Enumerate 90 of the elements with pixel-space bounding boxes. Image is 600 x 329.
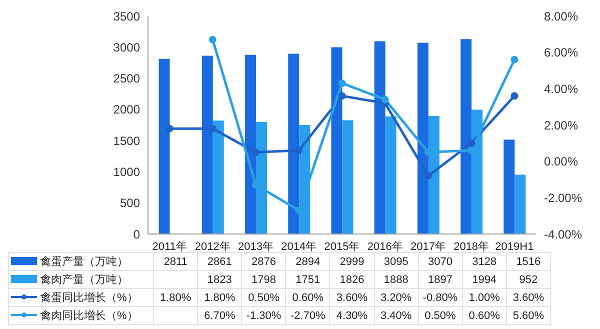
- data-label: 1888: [374, 270, 418, 288]
- bar: [288, 54, 300, 234]
- data-label: 1751: [286, 270, 330, 288]
- point: [252, 181, 260, 189]
- data-label: 3.60%: [330, 288, 374, 306]
- data-label: 2861: [198, 252, 242, 270]
- point: [424, 172, 432, 180]
- x-tick-label: 2013年: [238, 240, 274, 253]
- y2-tick-label: -4.00%: [544, 227, 582, 242]
- y-tick-label: 2500: [113, 72, 140, 86]
- x-tick-label: 2011年: [152, 240, 187, 253]
- bar: [331, 47, 342, 234]
- bar: [514, 174, 526, 234]
- data-label: 3128: [462, 252, 506, 270]
- bar: [342, 120, 354, 234]
- x-tick-label: 2014年: [281, 240, 317, 253]
- bar: [245, 54, 256, 234]
- data-label: 3.60%: [506, 288, 550, 306]
- data-label: 3.20%: [374, 288, 418, 306]
- y2-tick-label: -2.00%: [544, 190, 582, 205]
- data-label: 3.40%: [374, 306, 418, 324]
- point: [424, 148, 432, 156]
- data-label: 2811: [154, 252, 198, 270]
- data-label: 3095: [374, 252, 418, 270]
- data-label: 952: [506, 270, 550, 288]
- point: [510, 56, 518, 64]
- data-label: 0.60%: [286, 288, 330, 306]
- point: [208, 124, 216, 132]
- data-label: -1.30%: [242, 306, 286, 324]
- point: [338, 79, 346, 87]
- data-label: 1798: [242, 270, 286, 288]
- legend-label: 禽蛋产量（万吨）: [40, 256, 128, 268]
- data-label: 1823: [198, 270, 242, 288]
- y-tick-label: 1000: [113, 164, 140, 179]
- data-label: 1826: [330, 270, 374, 288]
- data-label: 0.50%: [242, 288, 286, 306]
- y-tick-label: 500: [120, 196, 140, 210]
- data-label: 5.60%: [506, 306, 550, 324]
- data-label: 3070: [418, 252, 462, 270]
- y2-tick-label: 0.00%: [544, 154, 578, 169]
- point: [295, 206, 303, 214]
- legend-label: 禽肉同比增长（%）: [40, 310, 138, 322]
- point: [208, 36, 216, 44]
- data-label: 1897: [418, 270, 462, 288]
- point: [468, 139, 476, 147]
- point: [338, 92, 346, 100]
- data-label: 1.00%: [462, 288, 506, 306]
- data-label: 2999: [330, 252, 374, 270]
- legend-label: 禽蛋同比增长（%）: [40, 292, 138, 304]
- bar: [158, 58, 170, 234]
- data-label: -2.70%: [286, 306, 330, 324]
- bar: [202, 56, 213, 234]
- data-label: 4.30%: [330, 306, 374, 324]
- bar: [460, 39, 472, 234]
- point: [468, 146, 476, 154]
- y-tick-label: 2000: [113, 102, 140, 117]
- point: [252, 148, 260, 156]
- legend-label: 禽肉产量（万吨）: [40, 274, 128, 286]
- y-tick-label: 1500: [113, 134, 140, 148]
- point: [166, 124, 174, 132]
- data-label: 2876: [242, 252, 286, 270]
- data-label: 6.70%: [198, 306, 242, 324]
- data-label: 1.80%: [198, 288, 242, 306]
- data-label: 1.80%: [154, 288, 198, 306]
- data-label: 0.60%: [462, 306, 506, 324]
- data-label: 1516: [506, 252, 550, 270]
- y2-tick-label: 4.00%: [544, 82, 578, 96]
- y2-tick-label: 8.00%: [544, 9, 578, 24]
- y-tick-label: 3500: [113, 9, 140, 24]
- x-tick-label: 2012年: [194, 240, 230, 253]
- x-tick-label: 2015年: [324, 240, 360, 253]
- bar: [417, 42, 428, 234]
- data-label: -0.80%: [418, 288, 462, 306]
- bar: [212, 120, 224, 234]
- data-label: 0.50%: [418, 306, 462, 324]
- bar: [504, 140, 515, 234]
- y2-tick-label: 2.00%: [544, 118, 578, 132]
- point: [510, 92, 518, 100]
- y-tick-label: 3000: [113, 40, 140, 54]
- y-tick-label: 0: [133, 227, 140, 242]
- data-label: 2894: [286, 252, 330, 270]
- x-tick-label: 2017年: [410, 240, 446, 253]
- x-tick-label: 2019H1: [495, 240, 534, 253]
- point: [381, 96, 389, 104]
- y2-tick-label: 6.00%: [544, 46, 578, 60]
- data-label: 1994: [462, 270, 506, 288]
- x-tick-label: 2018年: [454, 240, 490, 253]
- x-tick-label: 2016年: [367, 240, 403, 253]
- point: [295, 146, 303, 154]
- bar: [374, 41, 386, 234]
